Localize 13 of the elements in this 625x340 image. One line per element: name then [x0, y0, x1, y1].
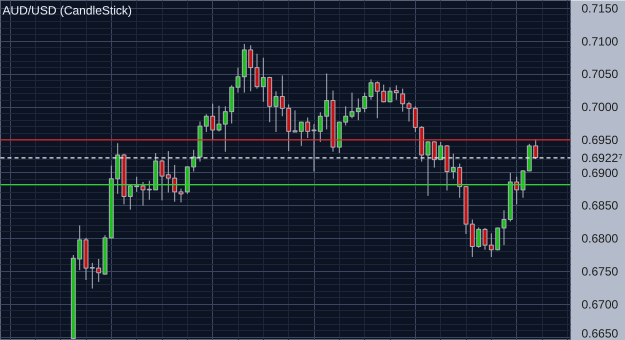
- y-tick-label: 0.6650: [582, 326, 619, 340]
- ref-line-label: 0.6922⁷: [582, 150, 623, 165]
- y-tick-label: 0.6750: [582, 264, 619, 278]
- y-tick-label: 0.6950: [582, 132, 619, 147]
- y-tick-label: 0.6900: [582, 166, 619, 180]
- y-tick-label: 0.6800: [582, 232, 619, 246]
- y-tick-label: 0.7000: [582, 100, 619, 114]
- y-tick-label: 0.7150: [582, 1, 619, 16]
- y-tick-label: 0.7050: [582, 67, 619, 82]
- chart-title: AUD/USD (CandleStick): [2, 4, 132, 18]
- y-tick-label: 0.6850: [582, 198, 619, 213]
- y-tick-label: 0.6700: [582, 297, 619, 312]
- y-tick-label: 0.7100: [582, 34, 619, 48]
